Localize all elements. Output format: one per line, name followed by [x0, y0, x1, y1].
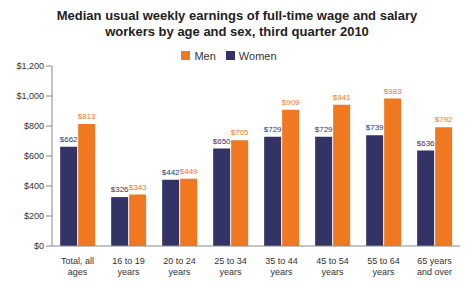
svg-text:$1,000: $1,000	[16, 91, 44, 101]
svg-text:$650: $650	[213, 137, 231, 146]
svg-text:$909: $909	[282, 98, 300, 107]
svg-text:$636: $636	[417, 139, 435, 148]
svg-text:Total, allages: Total, allages	[61, 256, 94, 277]
html-text:Median usual weekly earnings o: Median usual weekly earnings of full-tim…	[56, 8, 418, 39]
svg-text:$662: $662	[60, 135, 78, 144]
svg-text:$941: $941	[333, 93, 351, 102]
html-text:Men: Men	[194, 50, 216, 62]
svg-text:$813: $813	[78, 112, 96, 121]
svg-text:$1,200: $1,200	[16, 61, 44, 71]
svg-text:55 to 64years: 55 to 64years	[367, 256, 400, 277]
svg-text:$729: $729	[315, 125, 333, 134]
svg-text:$729: $729	[264, 125, 282, 134]
svg-text:45 to 54years: 45 to 54years	[316, 256, 349, 277]
svg-text:$739: $739	[366, 123, 384, 132]
svg-text:$983: $983	[384, 87, 402, 96]
svg-text:25 to 34years: 25 to 34years	[214, 256, 247, 277]
svg-text:$200: $200	[24, 211, 44, 221]
svg-text:65 yearsand over: 65 yearsand over	[417, 256, 452, 277]
svg-text:$449: $449	[180, 167, 198, 176]
svg-text:$792: $792	[435, 115, 453, 124]
html-text:Women: Women	[238, 50, 277, 62]
svg-text:35 to 44years: 35 to 44years	[265, 256, 298, 277]
svg-text:$705: $705	[231, 128, 249, 137]
svg-text:$343: $343	[129, 183, 147, 192]
svg-text:$442: $442	[162, 168, 180, 177]
svg-text:16 to 19years: 16 to 19years	[112, 256, 145, 277]
svg-text:20 to 24years: 20 to 24years	[163, 256, 196, 277]
svg-text:$800: $800	[24, 121, 44, 131]
svg-text:$326: $326	[111, 185, 129, 194]
svg-text:$0: $0	[34, 241, 44, 251]
svg-text:$600: $600	[24, 151, 44, 161]
svg-text:$400: $400	[24, 181, 44, 191]
